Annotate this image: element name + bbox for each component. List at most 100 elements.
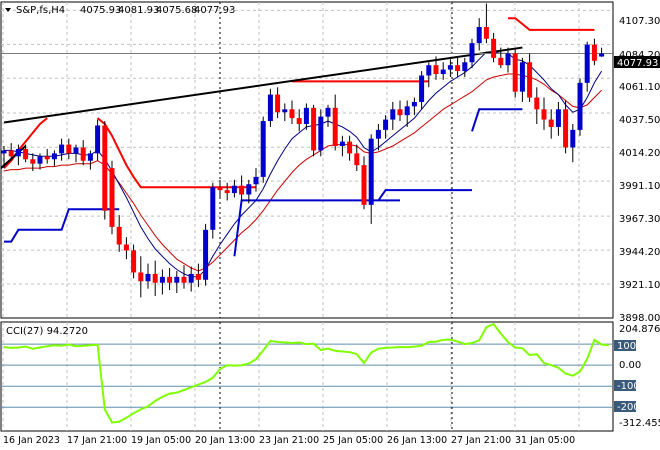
bull-candle <box>426 65 432 76</box>
price-tick-label: 4061.10 <box>619 82 660 93</box>
bull-candle <box>584 44 590 83</box>
trendline-stub <box>0 145 27 169</box>
bull-candle <box>325 107 331 117</box>
bull-candle <box>59 144 65 154</box>
bear-candle <box>275 94 281 113</box>
bull-candle <box>577 82 583 130</box>
bull-candle <box>282 109 288 113</box>
cci-layer <box>3 322 609 424</box>
bear-candle <box>224 190 230 194</box>
bull-candle <box>555 109 561 127</box>
bear-candle <box>491 38 497 58</box>
bull-candle <box>51 153 57 160</box>
base-level-line <box>4 208 120 243</box>
bear-candle <box>498 57 504 66</box>
bear-candle <box>181 276 187 283</box>
price-tick-label: 4107.30 <box>619 16 660 27</box>
time-label: 25 Jan 05:00 <box>323 435 383 446</box>
bull-candle <box>174 276 180 283</box>
bull-candle <box>73 147 79 154</box>
price-tick-label: 3944.20 <box>619 247 660 258</box>
bear-candle <box>80 147 86 161</box>
bull-candle <box>246 184 252 195</box>
price-tick-label: 3991.10 <box>619 181 660 192</box>
bear-candle <box>239 185 245 195</box>
cci-title: CCI(27) 94.2720 <box>6 326 88 337</box>
bull-candle <box>476 26 482 44</box>
bull-candle <box>267 94 273 122</box>
bear-candle <box>44 156 50 160</box>
cci-zero-label: 0.00 <box>619 360 641 371</box>
cci-level-badge: 100 <box>614 340 636 352</box>
bull-candle <box>447 65 453 70</box>
bull-candle <box>419 75 425 102</box>
bear-candle <box>296 118 302 124</box>
bear-candle <box>102 125 108 211</box>
time-label: 20 Jan 13:00 <box>195 435 255 446</box>
ohlc-high: 4081.93 <box>118 5 159 16</box>
bull-candle <box>469 43 475 63</box>
bear-candle <box>152 273 158 283</box>
signal-level-line <box>508 17 595 31</box>
bear-candle <box>354 153 360 166</box>
cci-plot-frame <box>0 321 614 432</box>
time-label: 16 Jan 2023 <box>3 435 60 446</box>
bull-candle <box>599 53 605 57</box>
time-label: 17 Jan 21:00 <box>67 435 127 446</box>
bull-candle <box>411 101 417 107</box>
bear-candle <box>109 168 115 227</box>
bull-candle <box>145 273 151 282</box>
bear-candle <box>512 53 518 92</box>
bull-candle <box>253 176 259 185</box>
bear-candle <box>167 276 173 283</box>
ohlc-open: 4075.93 <box>80 5 121 16</box>
bull-candle <box>383 119 389 130</box>
bear-candle <box>591 44 597 61</box>
price-axis: 4107.30 4084.20 4061.10 4037.50 4014.20 … <box>619 16 660 324</box>
bear-candle <box>455 65 461 72</box>
bull-candle <box>368 138 374 205</box>
time-label: 27 Jan 21:00 <box>451 435 511 446</box>
bull-candle <box>440 69 446 75</box>
time-label: 19 Jan 05:00 <box>131 435 191 446</box>
bear-candle <box>541 109 547 120</box>
bull-candle <box>15 148 21 157</box>
bull-candle <box>231 185 237 194</box>
bear-candle <box>527 62 533 98</box>
cci-bottom-label: -312.4558 <box>619 418 660 429</box>
bull-candle <box>404 106 410 116</box>
bear-candle <box>138 272 144 282</box>
bull-candle <box>210 187 216 230</box>
chart-header: S&P,fs,H4 4075.93 4081.93 4075.68 4077.9… <box>5 5 235 16</box>
bear-candle <box>332 107 338 147</box>
price-tick-label: 4037.50 <box>619 115 660 126</box>
bear-candle <box>311 107 317 151</box>
svg-text:-200: -200 <box>617 402 640 413</box>
time-label: 26 Jan 13:00 <box>387 435 447 446</box>
price-tick-label: 3967.30 <box>619 214 660 225</box>
bull-candle <box>188 273 194 283</box>
bull-candle <box>570 129 576 148</box>
base-level-line <box>471 108 523 132</box>
svg-text:-100: -100 <box>617 381 640 392</box>
bull-candle <box>303 107 309 124</box>
bull-candle <box>87 153 93 161</box>
cci-top-label: 204.876 <box>619 324 660 335</box>
bear-candle <box>548 119 554 127</box>
base-level-line <box>377 189 472 201</box>
price-tick-label: 3921.10 <box>619 280 660 291</box>
time-label: 31 Jan 05:00 <box>515 435 575 446</box>
main-grid <box>1 2 613 318</box>
bull-candle <box>203 229 209 280</box>
cci-level-badge: -200 <box>614 401 640 413</box>
bear-candle <box>123 244 129 251</box>
bear-candle <box>217 187 223 191</box>
bull-candle <box>159 276 165 283</box>
signal-level-line <box>96 117 256 189</box>
symbol-label: S&P,fs,H4 <box>16 5 65 16</box>
price-tick-label: 4014.20 <box>619 148 660 159</box>
bear-candle <box>289 109 295 119</box>
ohlc-close: 4077.93 <box>194 5 235 16</box>
bull-candle <box>519 62 525 92</box>
